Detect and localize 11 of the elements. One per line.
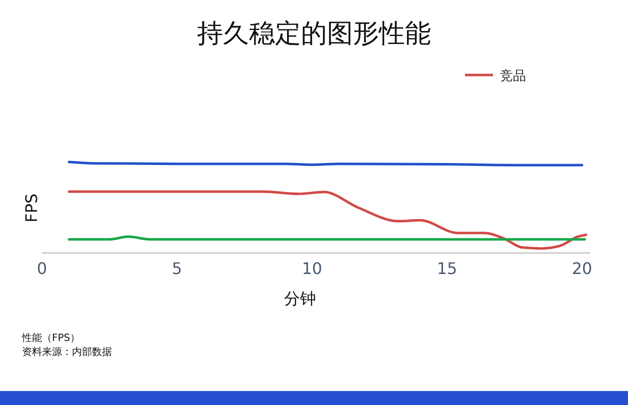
legend-label: 竞品 xyxy=(500,69,526,84)
x-tick-label: 5 xyxy=(172,259,182,278)
text: 性能（FPS） xyxy=(21,332,80,344)
x-tick-label: 0 xyxy=(36,259,48,278)
x-axis-title: 分钟 xyxy=(284,289,316,308)
x-tick-label: 20 xyxy=(572,259,592,278)
chart-title: 持久稳定的图形性能 xyxy=(197,19,431,49)
y-axis-title: FPS xyxy=(22,193,41,223)
x-tick-label: 15 xyxy=(436,259,458,278)
text: 资料来源：内部数据 xyxy=(22,346,112,358)
x-tick-label: 10 xyxy=(302,259,322,278)
